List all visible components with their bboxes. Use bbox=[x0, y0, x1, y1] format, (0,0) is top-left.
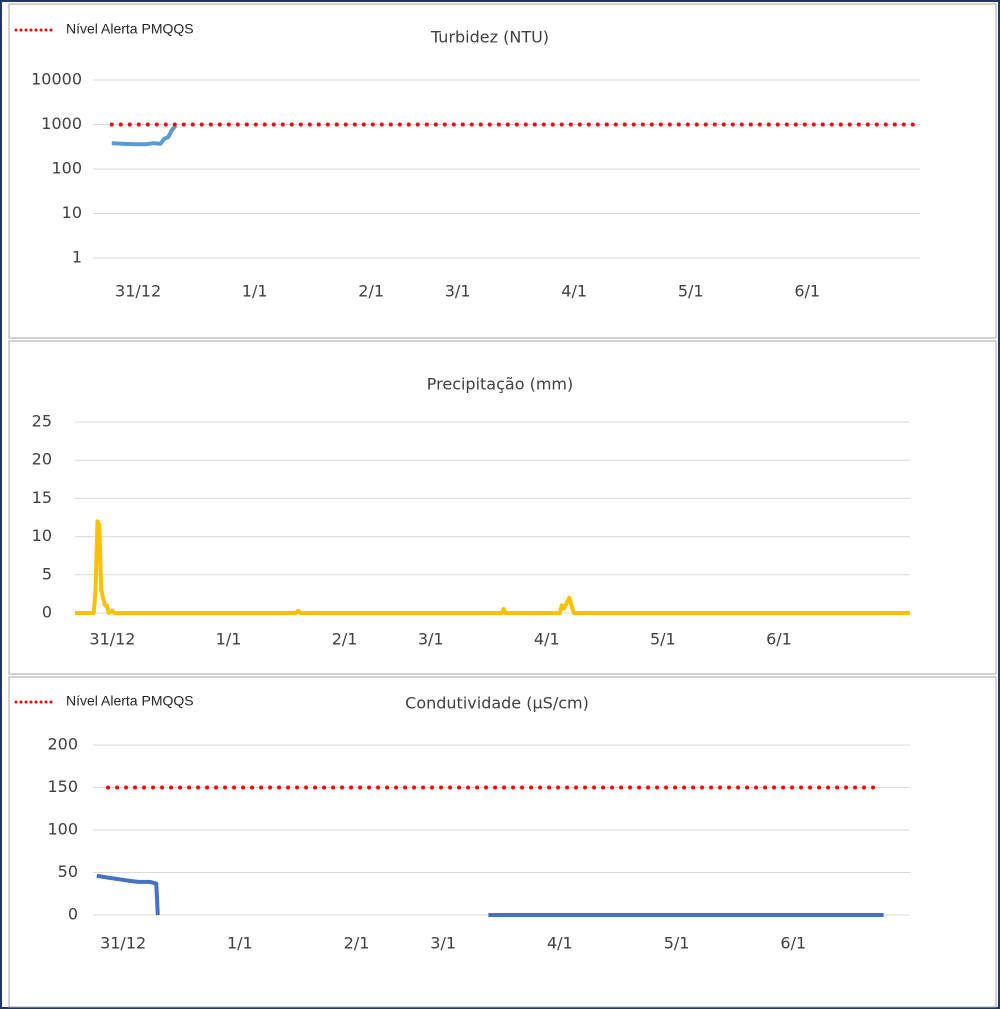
panel-border bbox=[8, 676, 997, 1008]
chart-title: Condutividade (µS/cm) bbox=[405, 694, 589, 713]
y-tick-label: 1000 bbox=[41, 114, 82, 133]
y-tick-label: 5 bbox=[42, 564, 52, 583]
x-tick-label: 5/1 bbox=[664, 934, 690, 953]
legend-box bbox=[10, 690, 215, 714]
y-tick-label: 15 bbox=[32, 488, 52, 507]
x-tick-label: 31/12 bbox=[115, 282, 161, 301]
legend-box bbox=[10, 18, 215, 42]
data-line bbox=[75, 519, 910, 615]
x-tick-label: 1/1 bbox=[216, 630, 242, 649]
x-tick-label: 3/1 bbox=[418, 630, 444, 649]
y-tick-label: 200 bbox=[47, 735, 78, 754]
x-tick-label: 6/1 bbox=[766, 630, 792, 649]
x-tick-label: 3/1 bbox=[430, 934, 456, 953]
data-line bbox=[96, 873, 884, 917]
panel-border bbox=[8, 3, 997, 339]
y-tick-label: 1 bbox=[72, 248, 82, 267]
y-tick-label: 10000 bbox=[31, 70, 82, 89]
x-tick-label: 6/1 bbox=[780, 934, 806, 953]
y-tick-label: 10 bbox=[32, 526, 52, 545]
y-tick-label: 10 bbox=[62, 203, 82, 222]
y-tick-label: 0 bbox=[68, 905, 78, 924]
x-tick-label: 4/1 bbox=[534, 630, 560, 649]
y-tick-label: 150 bbox=[47, 777, 78, 796]
x-tick-label: 2/1 bbox=[344, 934, 370, 953]
y-tick-label: 100 bbox=[51, 159, 82, 178]
x-tick-label: 4/1 bbox=[547, 934, 573, 953]
x-tick-label: 4/1 bbox=[561, 282, 587, 301]
y-tick-label: 0 bbox=[42, 603, 52, 622]
y-tick-label: 50 bbox=[58, 862, 78, 881]
legend-label: Nível Alerta PMQQS bbox=[66, 693, 194, 709]
data-line bbox=[111, 124, 178, 147]
x-tick-label: 2/1 bbox=[358, 282, 384, 301]
panel-border bbox=[8, 340, 997, 675]
chart-title: Turbidez (NTU) bbox=[430, 28, 549, 47]
x-tick-label: 31/12 bbox=[100, 934, 146, 953]
legend-label: Nível Alerta PMQQS bbox=[66, 21, 194, 37]
x-tick-label: 3/1 bbox=[445, 282, 471, 301]
y-tick-label: 25 bbox=[32, 412, 52, 431]
x-tick-label: 6/1 bbox=[794, 282, 820, 301]
x-tick-label: 31/12 bbox=[89, 630, 135, 649]
y-tick-label: 20 bbox=[32, 450, 52, 469]
x-tick-label: 2/1 bbox=[332, 630, 358, 649]
x-tick-label: 5/1 bbox=[678, 282, 704, 301]
y-tick-label: 100 bbox=[47, 820, 78, 839]
x-tick-label: 1/1 bbox=[227, 934, 253, 953]
x-tick-label: 5/1 bbox=[650, 630, 676, 649]
chart-title: Precipitação (mm) bbox=[427, 375, 574, 394]
x-tick-label: 1/1 bbox=[242, 282, 268, 301]
